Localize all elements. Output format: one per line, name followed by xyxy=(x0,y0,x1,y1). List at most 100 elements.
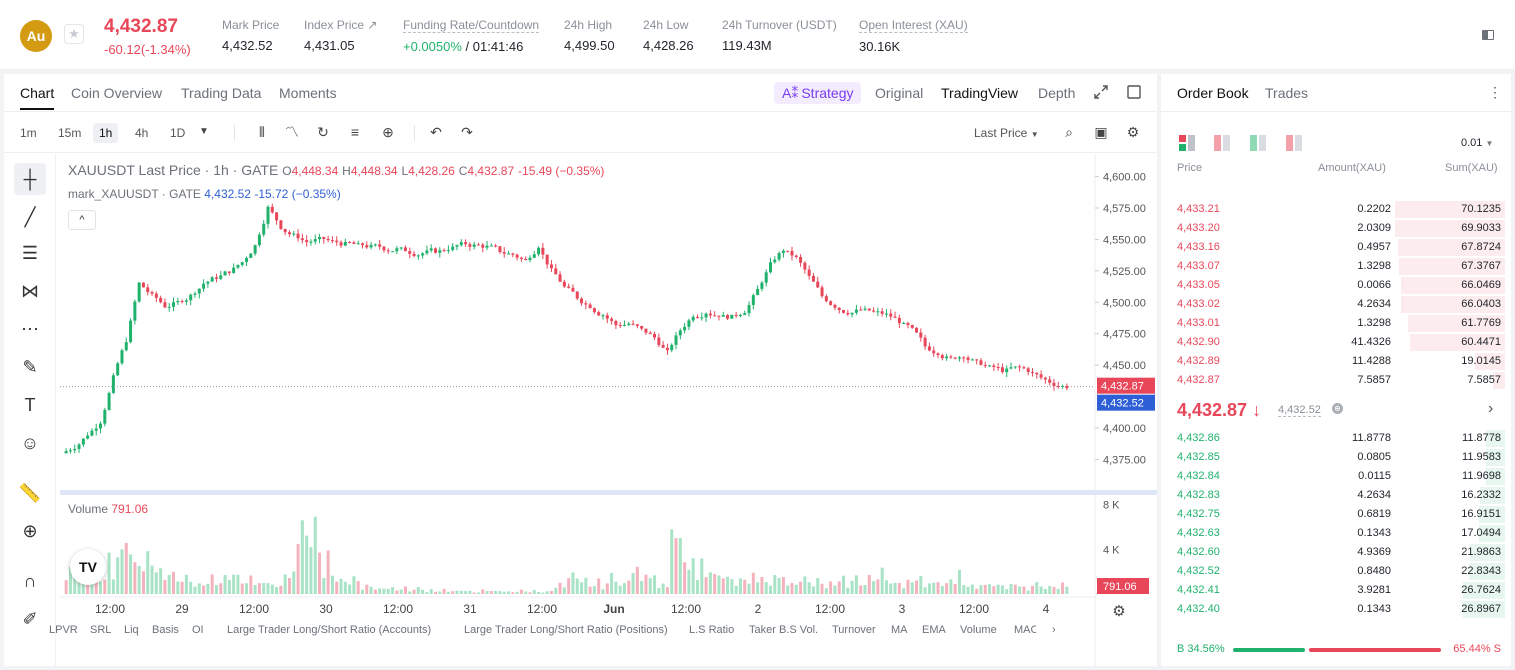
timeframe-1m[interactable]: 1m xyxy=(20,126,37,140)
indicator-item[interactable]: LPVR xyxy=(49,624,78,636)
axis-settings-icon[interactable]: ⚙ xyxy=(1112,603,1125,620)
indicator-item[interactable]: OI xyxy=(192,624,204,636)
tab-original[interactable]: Original xyxy=(875,85,924,101)
search-icon[interactable]: ⌕ xyxy=(1065,124,1073,140)
info-icon[interactable]: ⊕ xyxy=(1332,403,1343,414)
ask-row[interactable]: 4,433.07 1.3298 67.3767 xyxy=(1161,257,1511,276)
timeframe-1d[interactable]: 1D xyxy=(170,126,186,140)
tab-depth[interactable]: Depth xyxy=(1038,85,1076,101)
ask-row[interactable]: 4,432.90 41.4326 60.4471 xyxy=(1161,333,1511,352)
emoji-icon[interactable]: ☺ xyxy=(20,432,40,453)
chevron-down-icon[interactable]: ▼ xyxy=(199,126,209,137)
stat-index-price[interactable]: Index Price ↗ 4,431.05 xyxy=(304,18,377,53)
bid-row[interactable]: 4,432.52 0.8480 22.8343 xyxy=(1161,562,1511,581)
fib-icon[interactable]: ⋯ xyxy=(21,318,39,339)
timeframe-4h[interactable]: 4h xyxy=(135,126,149,140)
precision-select[interactable]: 0.01 ▼ xyxy=(1461,137,1493,149)
bid-row[interactable]: 4,432.60 4.9369 21.9863 xyxy=(1161,543,1511,562)
indicator-item[interactable]: Volume xyxy=(960,624,997,636)
favorite-star-icon[interactable]: ★ xyxy=(64,24,84,44)
undo-icon[interactable]: ↶ xyxy=(430,124,442,140)
tab-chart[interactable]: Chart xyxy=(20,85,55,110)
tab-trades[interactable]: Trades xyxy=(1265,85,1309,101)
bid-row[interactable]: 4,432.85 0.0805 11.9583 xyxy=(1161,448,1511,467)
volume-bar xyxy=(648,578,652,594)
bids-view-icon[interactable] xyxy=(1250,135,1266,151)
indicator-item[interactable]: L.S Ratio xyxy=(689,624,735,636)
tab-order-book[interactable]: Order Book xyxy=(1177,85,1249,101)
settings-list-icon[interactable]: ≡ xyxy=(350,124,360,140)
indicator-item[interactable]: Large Trader Long/Short Ratio (Accounts) xyxy=(227,624,432,636)
indicator-item[interactable]: Liq xyxy=(124,624,139,636)
indicator-item[interactable]: Large Trader Long/Short Ratio (Positions… xyxy=(464,624,668,636)
ruler-icon[interactable]: 📏 xyxy=(18,482,42,503)
window-icon[interactable] xyxy=(1127,85,1141,99)
asks-view-icon[interactable] xyxy=(1214,135,1230,151)
candle-type-icon[interactable]: ⫴ xyxy=(259,124,265,140)
ask-row[interactable]: 4,433.02 4.2634 66.0403 xyxy=(1161,295,1511,314)
trendline-icon[interactable]: ╱ xyxy=(24,206,36,227)
bid-row[interactable]: 4,432.41 3.9281 26.7624 xyxy=(1161,581,1511,600)
plot-area[interactable]: 4,600.00 4,575.00 4,550.00 4,525.00 4,500.00… xyxy=(60,154,1157,666)
collapse-legend-button[interactable]: ^ xyxy=(68,210,96,230)
brush-icon[interactable]: ✎ xyxy=(22,356,38,377)
stat-label[interactable]: Index Price ↗ xyxy=(304,18,378,32)
pattern-icon[interactable]: ⋈ xyxy=(21,280,39,301)
timeframe-1h[interactable]: 1h xyxy=(93,123,119,143)
ask-row[interactable]: 4,432.87 7.5857 7.5857 xyxy=(1161,371,1511,390)
pencil-icon[interactable]: ✐ xyxy=(22,608,38,629)
indicator-item[interactable]: SRL xyxy=(90,624,112,636)
indicator-item[interactable]: Taker B.S Vol. xyxy=(749,624,819,636)
more-vertical-icon[interactable]: ⋮ xyxy=(1488,84,1502,100)
redo-icon[interactable]: ↷ xyxy=(461,124,473,140)
candle-body xyxy=(305,240,309,243)
indicator-item[interactable]: MA xyxy=(891,624,908,636)
both-sides-view-icon[interactable] xyxy=(1179,135,1195,151)
indicator-item[interactable]: EMA xyxy=(922,624,946,636)
price-type-select[interactable]: Last Price ▼ xyxy=(974,126,1039,140)
tab-trading-data[interactable]: Trading Data xyxy=(181,85,262,101)
candlestick-chart[interactable]: 4,600.00 4,575.00 4,550.00 4,525.00 4,500.00… xyxy=(60,154,1157,666)
timeframe-15m[interactable]: 15m xyxy=(58,126,82,140)
y-tick-label: 4,475.00 xyxy=(1103,329,1146,341)
indicator-item[interactable]: Turnover xyxy=(832,624,876,636)
ask-row[interactable]: 4,433.01 1.3298 61.7769 xyxy=(1161,314,1511,333)
expand-icon[interactable] xyxy=(1094,85,1108,99)
book-icon[interactable] xyxy=(1481,28,1495,42)
candle-body xyxy=(910,325,914,328)
ratio-view-icon[interactable] xyxy=(1286,135,1302,151)
bid-row[interactable]: 4,432.83 4.2634 16.2332 xyxy=(1161,486,1511,505)
indicator-icon[interactable]: 〽 xyxy=(285,124,299,140)
ask-row[interactable]: 4,432.89 11.4288 19.0145 xyxy=(1161,352,1511,371)
bid-row[interactable]: 4,432.40 0.1343 26.8967 xyxy=(1161,600,1511,619)
add-indicator-icon[interactable]: ⊕ xyxy=(382,124,394,140)
bid-row[interactable]: 4,432.84 0.0115 11.9698 xyxy=(1161,467,1511,486)
tradingview-logo-icon[interactable]: TV xyxy=(70,549,106,585)
zoom-in-icon[interactable]: ⊕ xyxy=(22,520,38,541)
horizontal-lines-icon[interactable]: ☰ xyxy=(21,242,39,263)
bid-row[interactable]: 4,432.75 0.6819 16.9151 xyxy=(1161,505,1511,524)
gear-icon[interactable]: ⚙ xyxy=(1126,124,1140,140)
indicator-item[interactable]: Basis xyxy=(152,624,179,636)
indicator-item[interactable]: MACD xyxy=(1014,624,1036,636)
ask-row[interactable]: 4,433.05 0.0066 66.0469 xyxy=(1161,276,1511,295)
tab-tradingview[interactable]: TradingView xyxy=(941,85,1019,101)
text-icon[interactable]: T xyxy=(24,394,36,415)
ask-row[interactable]: 4,433.21 0.2202 70.1235 xyxy=(1161,200,1511,219)
refresh-icon[interactable]: ↻ xyxy=(317,124,329,140)
candle-body xyxy=(545,254,549,265)
ask-row[interactable]: 4,433.16 0.4957 67.8724 xyxy=(1161,238,1511,257)
ask-row[interactable]: 4,433.20 2.0309 69.9033 xyxy=(1161,219,1511,238)
magnet-icon[interactable]: ∩ xyxy=(23,570,37,591)
volume-bar xyxy=(395,590,399,594)
tab-coin-overview[interactable]: Coin Overview xyxy=(71,85,163,101)
bid-row[interactable]: 4,432.63 0.1343 17.0494 xyxy=(1161,524,1511,543)
volume-bar xyxy=(897,583,901,594)
bid-row[interactable]: 4,432.86 11.8778 11.8778 xyxy=(1161,429,1511,448)
tab-moments[interactable]: Moments xyxy=(279,85,337,101)
camera-icon[interactable]: ▣ xyxy=(1094,124,1108,140)
chevron-right-icon[interactable]: › xyxy=(1052,624,1056,636)
strategy-button[interactable]: A⁑ Strategy xyxy=(774,82,862,104)
chevron-right-icon[interactable]: › xyxy=(1488,400,1494,417)
crosshair-icon[interactable]: ┼ xyxy=(14,163,46,195)
